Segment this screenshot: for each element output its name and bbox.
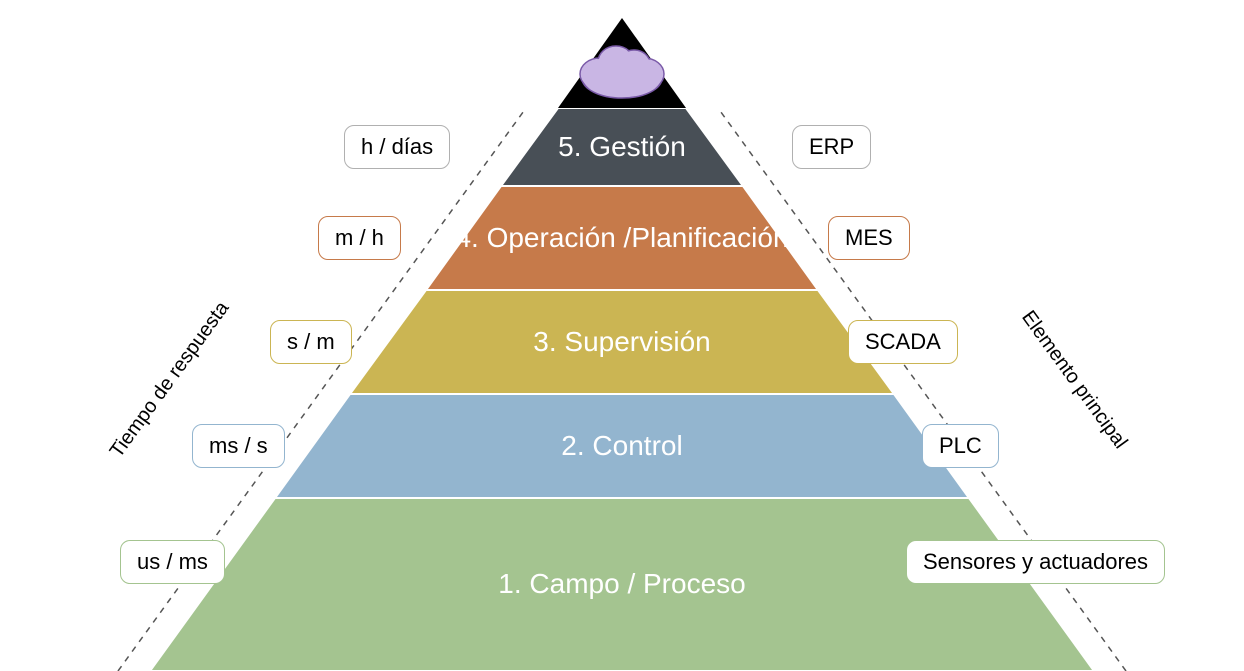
- pyramid-layer-5-label: 5. Gestión: [501, 108, 743, 186]
- pyramid-layer-1-label: 1. Campo / Proceso: [150, 498, 1094, 671]
- layer-label-line: 5. Gestión: [558, 131, 686, 163]
- layer-label-line: 3. Supervisión: [533, 326, 710, 358]
- layer-label-line: 1. Campo / Proceso: [498, 568, 745, 600]
- layer-5-time-badge: h / días: [344, 125, 450, 169]
- layer-4-element-badge: MES: [828, 216, 910, 260]
- layer-2-time-badge: ms / s: [192, 424, 285, 468]
- pyramid-layer-3-label: 3. Supervisión: [350, 290, 894, 394]
- layer-5-element-badge: ERP: [792, 125, 871, 169]
- pyramid-layer-2-label: 2. Control: [275, 394, 969, 498]
- layer-label-line: 2. Control: [561, 430, 682, 462]
- layer-1-element-badge: Sensores y actuadores: [906, 540, 1165, 584]
- pyramid-layer-4-label: 4. Operación /Planificación: [426, 186, 818, 290]
- layer-3-time-badge: s / m: [270, 320, 352, 364]
- cloud-icon: [580, 46, 664, 98]
- layer-1-time-badge: us / ms: [120, 540, 225, 584]
- layer-3-element-badge: SCADA: [848, 320, 958, 364]
- layer-label-line: Planificación: [631, 222, 788, 254]
- layer-label-line: 4. Operación /: [455, 222, 631, 254]
- automation-pyramid: 5. Gestión 4. Operación /Planificación 3. …: [0, 0, 1244, 671]
- layer-4-time-badge: m / h: [318, 216, 401, 260]
- layer-2-element-badge: PLC: [922, 424, 999, 468]
